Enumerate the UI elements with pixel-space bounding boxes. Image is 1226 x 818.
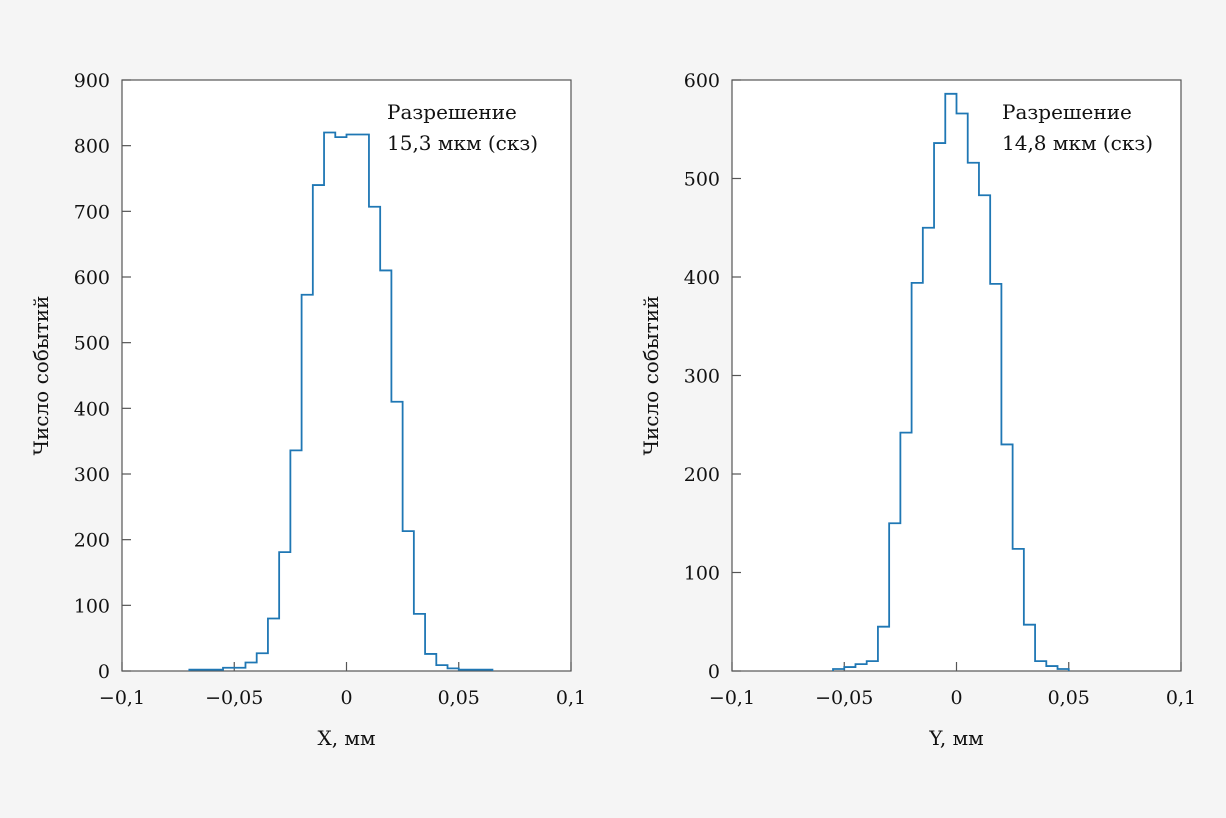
histogram-step-line [188,131,494,671]
histogram-bin [923,228,934,671]
histogram-bin [1058,669,1069,671]
histogram-bin [1001,444,1012,671]
histogram-bin [302,295,313,671]
histogram-bin [313,185,324,671]
x-tick-label: −0,05 [815,687,873,709]
histogram-bin [912,283,923,671]
histogram-bin [459,670,493,671]
y-tick-label: 500 [684,169,720,191]
histogram-bin [867,661,878,671]
resolution-annotation-line: Разрешение [387,100,517,124]
x-tick-label: −0,1 [99,687,145,709]
y-tick-label: 600 [684,70,720,92]
y-tick-label: 200 [74,530,110,552]
histogram-bin [1024,625,1035,671]
histogram-bin [335,137,346,671]
x-axis-title: X, мм [317,726,375,750]
x-tick-label: 0,05 [438,687,480,709]
histogram-bin [900,433,911,671]
y-tick-label: 0 [708,661,720,683]
y-axis-title: Число событий [29,295,53,455]
y-axis-title: Число событий [639,295,663,455]
histogram-bin [257,653,268,671]
histogram-bin [889,523,900,671]
histogram-bin [855,664,866,671]
histogram-bin [957,113,968,671]
histogram-bin [403,531,414,671]
histogram-bin [414,614,425,671]
histogram-bin [1013,549,1024,671]
y-tick-label: 100 [684,563,720,585]
y-tick-label: 400 [74,398,110,420]
x-tick-label: 0,05 [1048,687,1090,709]
histogram-bin [1046,666,1057,671]
histogram-bin [979,195,990,671]
histogram-bin [279,552,290,671]
histogram-bin [268,618,279,671]
y-tick-label: 500 [74,333,110,355]
y-tick-label: 100 [74,595,110,617]
histogram-bin [347,135,369,671]
histogram-step-line [832,92,1070,671]
y-tick-label: 0 [98,661,110,683]
resolution-annotation-line: 15,3 мкм (скз) [387,131,538,155]
x-tick-label: 0 [950,687,962,709]
x-resolution-histogram-panel: 0 100 200 300 400 500 600 700 800 900 −0,1 −0,05 0 0,… [29,70,586,750]
histogram-bin [189,670,223,671]
x-axis-title: Y, мм [928,726,983,750]
histogram-bin [290,450,301,671]
x-tick-label: 0,1 [1166,687,1196,709]
histogram-bin [369,207,380,671]
histogram-bin [380,270,391,671]
y-resolution-histogram-panel: 0 100 200 300 400 500 600 −0,1 −0,05 0 0,05 0,1 Y, м… [639,70,1196,750]
x-tick-label: −0,05 [205,687,263,709]
y-tick-label: 600 [74,267,110,289]
x-tick-label: 0 [340,687,352,709]
histogram-bin [945,94,956,671]
histogram-bin [223,668,245,671]
histogram-bin [934,143,945,671]
histogram-bin [833,669,844,671]
y-tick-label: 300 [684,366,720,388]
histogram-bin [968,163,979,671]
histogram-bin [425,654,436,671]
histogram-bin [1035,661,1046,671]
y-tick-label: 400 [684,267,720,289]
y-tick-label: 900 [74,70,110,92]
y-tick-label: 200 [684,464,720,486]
resolution-annotation-line: 14,8 мкм (скз) [1002,131,1153,155]
histogram-bin [324,133,335,671]
histogram-bin [391,402,402,671]
histogram-bin [436,665,447,671]
histogram-bin [245,662,256,671]
y-tick-label: 700 [74,201,110,223]
x-tick-label: 0,1 [556,687,586,709]
histogram-bin [844,667,855,671]
histogram-bin [448,668,459,671]
plot-frame [121,79,572,672]
histogram-bin [878,627,889,671]
resolution-annotation-line: Разрешение [1002,100,1132,124]
x-tick-label: −0,1 [709,687,755,709]
histogram-bin [990,284,1001,671]
y-tick-label: 300 [74,464,110,486]
y-tick-label: 800 [74,136,110,158]
